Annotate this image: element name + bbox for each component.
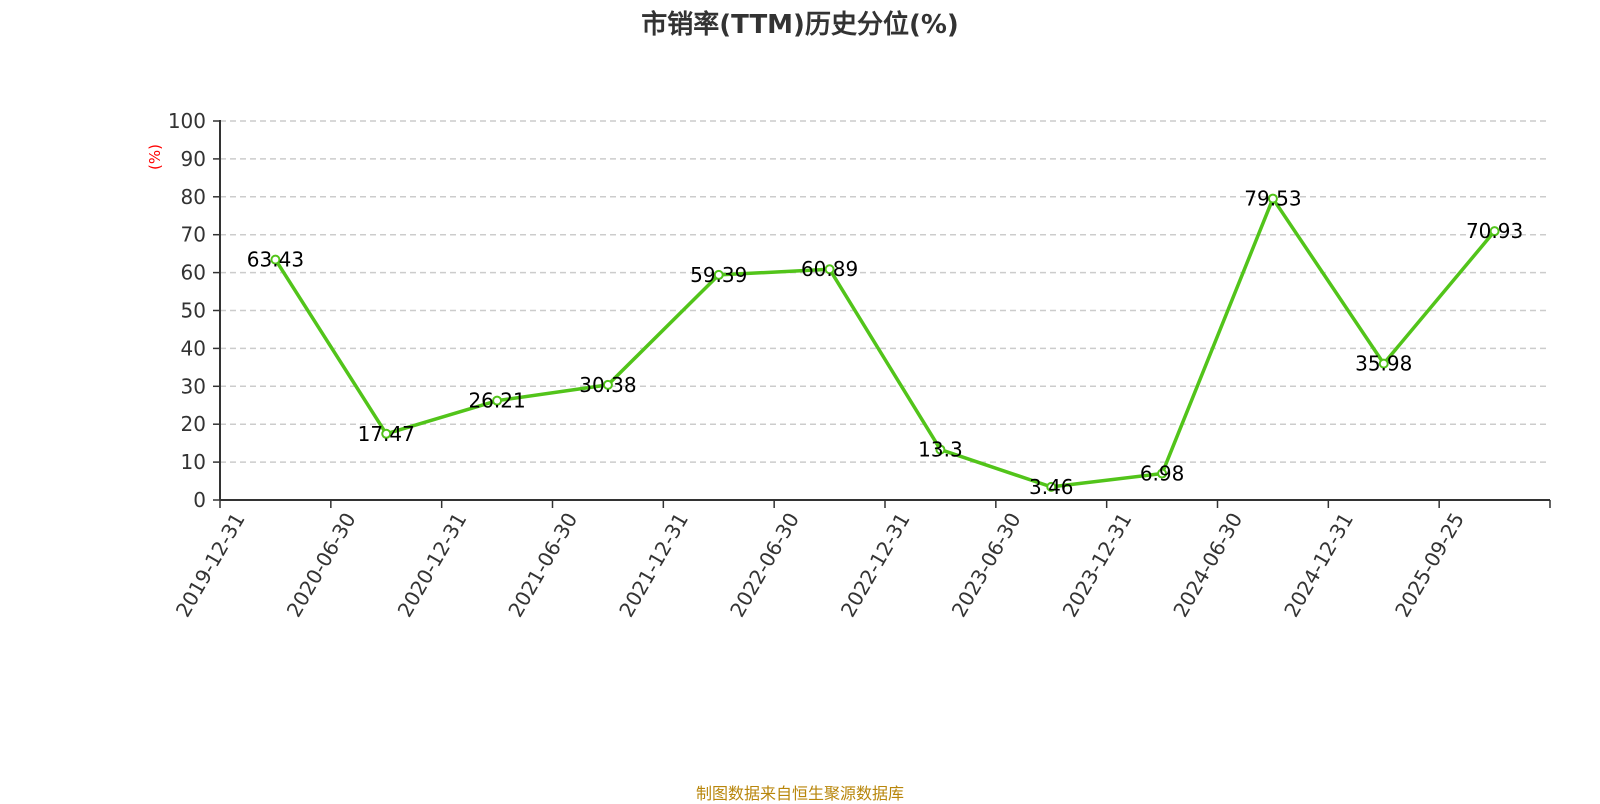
series-line-layer <box>273 196 1496 489</box>
y-tick-label: 70 <box>181 223 206 247</box>
y-tick-label: 50 <box>181 299 206 323</box>
y-tick-label: 20 <box>181 412 206 436</box>
data-point <box>1378 358 1389 369</box>
data-labels: 63.43 17.47 26.21 30.38 59.39 60.89 13.3 3.46 6.… <box>247 187 1523 499</box>
data-label: 63.43 <box>247 248 304 272</box>
y-axis-ticks: 0 10 20 30 40 50 60 70 80 90 100 <box>168 109 220 512</box>
y-axis-unit-label: (%) <box>146 144 164 170</box>
data-label: 17.47 <box>358 422 415 446</box>
data-label: 26.21 <box>468 389 525 413</box>
data-point <box>1489 226 1500 237</box>
x-tick-label: 2021-12-31 <box>614 509 693 622</box>
y-tick-label: 0 <box>193 488 206 512</box>
data-point <box>935 444 946 455</box>
x-tick-label: 2025-09-25 <box>1390 509 1469 622</box>
x-tick-label: 2019-12-31 <box>171 509 250 622</box>
y-tick-label: 80 <box>181 185 206 209</box>
y-tick-label: 10 <box>181 450 206 474</box>
data-point <box>713 269 724 280</box>
data-label: 30.38 <box>579 373 636 397</box>
x-tick-label: 2020-12-31 <box>393 509 472 622</box>
x-tick-label: 2024-12-31 <box>1279 509 1358 622</box>
data-point <box>1157 468 1168 479</box>
data-label: 3.46 <box>1029 475 1074 499</box>
data-point <box>1046 481 1057 492</box>
data-label: 70.93 <box>1466 219 1523 243</box>
x-axis-ticks: 2019-12-31 2020-06-30 2020-12-31 2021-06-30… <box>171 500 1551 622</box>
x-tick-label: 2022-12-31 <box>836 509 915 622</box>
data-label: 6.98 <box>1140 462 1185 486</box>
source-note: 制图数据来自恒生聚源数据库 <box>695 784 904 803</box>
data-label: 79.53 <box>1244 187 1301 211</box>
data-point <box>824 264 835 275</box>
data-label: 59.39 <box>690 263 747 287</box>
y-tick-label: 100 <box>168 109 206 133</box>
x-tick-label: 2024-06-30 <box>1168 509 1247 622</box>
chart-title: 市销率(TTM)历史分位(%) <box>641 10 959 40</box>
data-point <box>381 428 392 439</box>
grid-lines <box>220 120 1550 463</box>
x-tick-label: 2021-06-30 <box>503 509 582 622</box>
x-tick-label: 2022-06-30 <box>725 509 804 622</box>
data-point <box>492 395 503 406</box>
x-tick-label: 2023-12-31 <box>1058 509 1137 622</box>
data-point <box>602 379 613 390</box>
data-label: 35.98 <box>1355 352 1412 376</box>
data-label: 60.89 <box>801 257 858 281</box>
y-tick-label: 90 <box>181 147 206 171</box>
data-points <box>270 193 1500 492</box>
data-label: 13.3 <box>918 438 963 462</box>
x-tick-label: 2023-06-30 <box>947 509 1026 622</box>
y-tick-label: 30 <box>181 374 206 398</box>
y-tick-label: 40 <box>181 336 206 360</box>
y-tick-label: 60 <box>181 261 206 285</box>
data-point <box>270 254 281 265</box>
series-line <box>273 196 1496 489</box>
x-tick-label: 2020-06-30 <box>282 509 361 622</box>
data-point <box>1267 193 1278 204</box>
